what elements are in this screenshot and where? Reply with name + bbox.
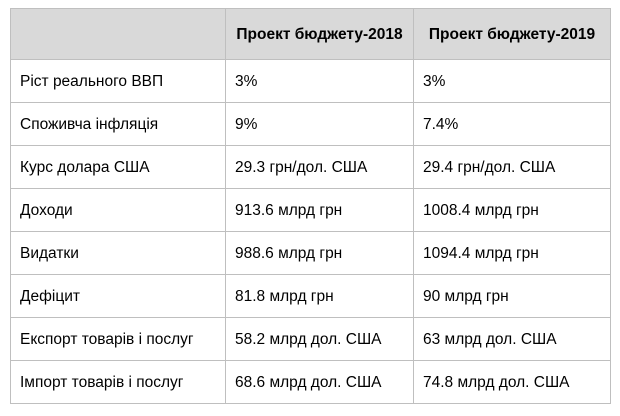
cell-2019: 3% xyxy=(413,59,611,103)
row-label: Ріст реального ВВП xyxy=(10,59,226,103)
budget-table-container: Проект бюджету-2018 Проект бюджету-2019 … xyxy=(10,8,611,404)
cell-2018: 3% xyxy=(225,59,414,103)
table-row: Споживча інфляція 9% 7.4% xyxy=(10,102,611,146)
header-cell-empty xyxy=(10,8,226,60)
row-label: Дефіцит xyxy=(10,274,226,318)
cell-2019: 74.8 млрд дол. США xyxy=(413,360,611,404)
header-row: Проект бюджету-2018 Проект бюджету-2019 xyxy=(10,8,611,60)
cell-2019: 29.4 грн/дол. США xyxy=(413,145,611,189)
cell-2018: 913.6 млрд грн xyxy=(225,188,414,232)
cell-2019: 7.4% xyxy=(413,102,611,146)
cell-2019: 1008.4 млрд грн xyxy=(413,188,611,232)
table-row: Видатки 988.6 млрд грн 1094.4 млрд грн xyxy=(10,231,611,275)
table-row: Імпорт товарів і послуг 68.6 млрд дол. С… xyxy=(10,360,611,404)
row-label: Доходи xyxy=(10,188,226,232)
table-row: Ріст реального ВВП 3% 3% xyxy=(10,59,611,103)
budget-comparison-table: Проект бюджету-2018 Проект бюджету-2019 … xyxy=(10,8,611,404)
row-label: Курс долара США xyxy=(10,145,226,189)
row-label: Видатки xyxy=(10,231,226,275)
cell-2018: 68.6 млрд дол. США xyxy=(225,360,414,404)
cell-2019: 90 млрд грн xyxy=(413,274,611,318)
cell-2019: 1094.4 млрд грн xyxy=(413,231,611,275)
table-row: Дефіцит 81.8 млрд грн 90 млрд грн xyxy=(10,274,611,318)
table-header: Проект бюджету-2018 Проект бюджету-2019 xyxy=(10,8,611,60)
row-label: Споживча інфляція xyxy=(10,102,226,146)
row-label: Експорт товарів і послуг xyxy=(10,317,226,361)
row-label: Імпорт товарів і послуг xyxy=(10,360,226,404)
header-cell-2018: Проект бюджету-2018 xyxy=(225,8,414,60)
table-row: Курс долара США 29.3 грн/дол. США 29.4 г… xyxy=(10,145,611,189)
cell-2018: 81.8 млрд грн xyxy=(225,274,414,318)
cell-2018: 29.3 грн/дол. США xyxy=(225,145,414,189)
table-row: Доходи 913.6 млрд грн 1008.4 млрд грн xyxy=(10,188,611,232)
table-row: Експорт товарів і послуг 58.2 млрд дол. … xyxy=(10,317,611,361)
cell-2018: 58.2 млрд дол. США xyxy=(225,317,414,361)
header-cell-2019: Проект бюджету-2019 xyxy=(413,8,611,60)
cell-2018: 988.6 млрд грн xyxy=(225,231,414,275)
cell-2019: 63 млрд дол. США xyxy=(413,317,611,361)
table-body: Ріст реального ВВП 3% 3% Споживча інфляц… xyxy=(10,59,611,404)
cell-2018: 9% xyxy=(225,102,414,146)
